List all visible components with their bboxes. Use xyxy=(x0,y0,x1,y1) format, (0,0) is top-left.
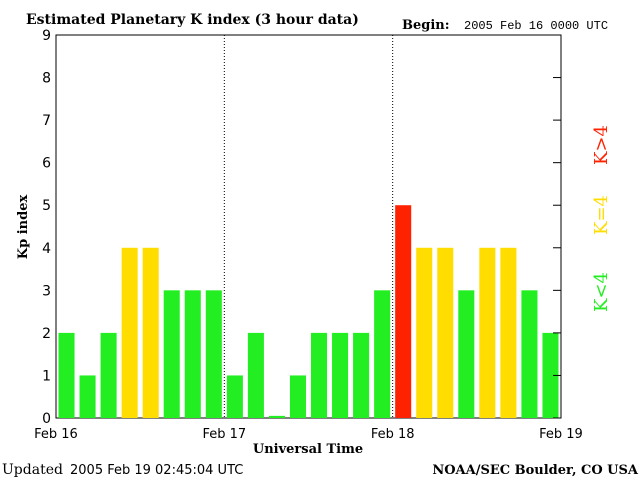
kp-bar xyxy=(416,247,433,418)
begin-value: 2005 Feb 16 0000 UTC xyxy=(464,19,608,33)
y-tick-label: 8 xyxy=(42,71,51,87)
y-tick-label: 1 xyxy=(42,368,51,384)
kp-bar xyxy=(521,290,538,418)
kp-bar xyxy=(542,332,559,418)
kp-bar xyxy=(437,247,454,418)
y-tick-label: 7 xyxy=(42,113,51,129)
kp-bar xyxy=(184,290,201,418)
x-tick-label: Feb 19 xyxy=(539,427,583,442)
kp-bar xyxy=(121,247,138,418)
kp-bar xyxy=(100,332,117,418)
x-tick-label: Feb 16 xyxy=(34,427,78,442)
kp-bar xyxy=(163,290,180,418)
kp-bar xyxy=(332,332,349,418)
y-tick-label: 2 xyxy=(42,326,51,342)
y-tick-label: 4 xyxy=(42,241,51,257)
y-tick-label: 3 xyxy=(42,283,51,299)
kp-bar xyxy=(500,247,517,418)
plot-area: 0 1 2 3 4 5 6 7 8 9 Feb 16 Feb 17 Feb 18 Feb 19 xyxy=(34,28,583,442)
chart-legend: K<4 K=4 K>4 xyxy=(591,125,612,312)
plot-frame xyxy=(55,34,562,419)
kp-bar xyxy=(205,290,222,418)
begin-label: Begin: xyxy=(402,18,450,33)
updated-label: Updated xyxy=(2,462,63,478)
y-axis-label: Kp index xyxy=(16,195,31,260)
x-tick-label: Feb 18 xyxy=(371,427,415,442)
legend-entry: K=4 xyxy=(591,195,612,235)
x-axis-label: Universal Time xyxy=(253,442,363,457)
legend-entry: K<4 xyxy=(591,272,612,312)
x-tick-label: Feb 17 xyxy=(202,427,246,442)
kp-bar xyxy=(353,332,370,418)
kp-bar xyxy=(374,290,391,418)
chart-title: Estimated Planetary K index (3 hour data… xyxy=(26,12,359,28)
kp-bar xyxy=(395,205,412,418)
y-tick-label: 0 xyxy=(42,411,51,427)
y-tick-label: 6 xyxy=(42,156,51,172)
kp-bar xyxy=(311,332,328,418)
legend-entry: K>4 xyxy=(591,125,612,165)
updated-value: 2005 Feb 19 02:45:04 UTC xyxy=(70,463,243,478)
kp-bar xyxy=(247,332,264,418)
kp-bar xyxy=(289,375,306,418)
y-tick-label: 5 xyxy=(42,198,51,214)
kp-bar xyxy=(58,332,75,418)
y-tick-label: 9 xyxy=(42,28,51,44)
kp-bar xyxy=(458,290,475,418)
kp-bar xyxy=(142,247,159,418)
kp-bar xyxy=(226,375,243,418)
kp-bar xyxy=(268,415,285,418)
source-credit: NOAA/SEC Boulder, CO USA xyxy=(432,463,639,478)
kp-bar xyxy=(79,375,96,418)
kp-bar xyxy=(479,247,496,418)
